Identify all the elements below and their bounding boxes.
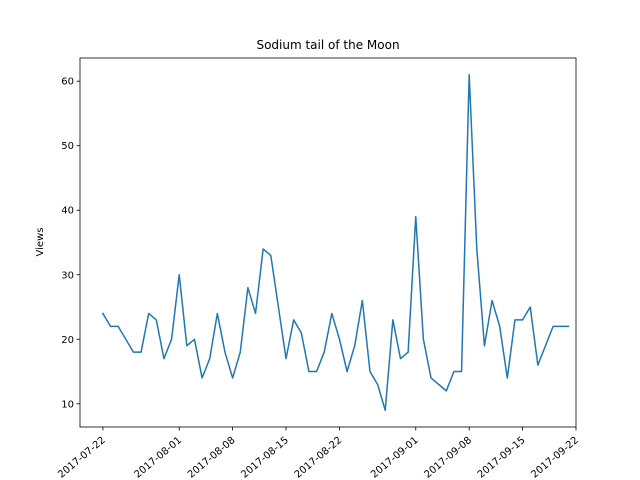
- series-line: [101, 74, 570, 411]
- y-tick-label: 10: [61, 399, 74, 410]
- y-tick-label: 20: [61, 335, 74, 346]
- y-tick-label: 50: [61, 141, 74, 152]
- y-tick-label: 40: [61, 206, 74, 217]
- chart-title: Sodium tail of the Moon: [256, 38, 399, 52]
- y-axis-title: Views: [35, 228, 46, 257]
- y-tick-label: 60: [61, 77, 74, 88]
- y-tick-label: 30: [61, 270, 74, 281]
- plot-frame: [79, 57, 577, 428]
